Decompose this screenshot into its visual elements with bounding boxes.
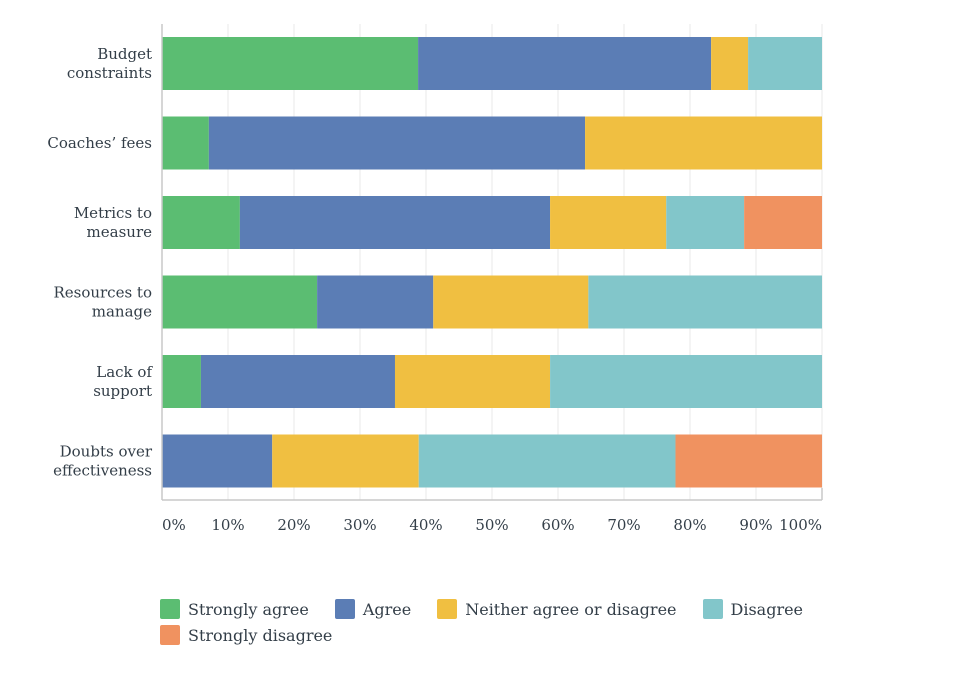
x-tick-label: 90% [739,516,772,534]
legend-swatch [437,599,458,619]
x-tick-label: 70% [607,516,640,534]
x-tick-label: 0% [162,516,186,534]
category-label-line: Doubts over [60,443,153,461]
bar-segment [394,355,551,408]
legend: Strongly agree Agree Neither agree or disa… [160,596,880,648]
bar-segment [162,116,209,170]
category-label-line: measure [87,223,153,241]
category-label-line: Resources to [53,284,152,302]
bar-segment [162,37,419,90]
legend-item: Disagree [702,596,804,622]
legend-swatch [160,625,180,645]
category-label-line: Coaches’ fees [47,134,152,152]
bar-segment [666,196,745,249]
category-label: Doubts over effectiveness [53,443,153,480]
bar-segment [162,196,240,249]
bar-segment [208,116,586,170]
bar-segment [748,37,822,90]
legend-label: Disagree [730,599,804,619]
legend-label: Neither agree or disagree [465,599,677,619]
gridlines [227,24,823,500]
category-label-line: Metrics to [74,204,152,222]
x-tick-label: 60% [541,516,574,534]
x-tick-label: 50% [475,516,508,534]
bar-segment [588,275,822,329]
category-label: Coaches’ fees [47,134,152,152]
x-tick-label: 20% [277,516,310,534]
legend-swatch [160,599,180,619]
bar-segment [711,37,749,90]
x-tick-label: 100% [779,516,822,534]
legend-item: Neither agree or disagree [437,596,677,622]
category-label: Lack of support [93,363,153,400]
legend-label: Strongly agree [188,599,309,619]
bar-segment [418,434,676,488]
x-tick-label: 40% [409,516,442,534]
category-labels: Budget constraints Coaches’ fees Metrics to… [47,45,153,480]
category-label-line: manage [92,303,152,321]
x-tick-label: 30% [343,516,376,534]
bar-segment [317,275,434,329]
bar-segment [418,37,712,90]
category-label-line: constraints [67,64,152,82]
bar-segment [550,355,822,408]
bar-segment [744,196,822,249]
legend-swatch [702,599,723,619]
category-label: Budget constraints [67,45,152,82]
category-label-line: Budget [97,45,152,63]
category-label-line: effectiveness [53,462,152,480]
bar-segment [162,355,201,408]
stacked-bar-chart: Budget constraints Coaches’ fees Metrics to… [47,24,823,534]
x-tick-labels: 0% 10% 20% 30% 40% 50% 60% 70% 80% 90% 100% [162,516,822,534]
category-label: Metrics to measure [74,204,152,241]
legend-label: Strongly disagree [188,625,333,645]
bar-segment [675,434,822,488]
bar-segment [200,355,395,408]
bar-segment [162,434,273,488]
category-label: Resources to manage [53,284,152,321]
legend-item: Agree [334,596,412,622]
legend-label: Agree [362,599,412,619]
bar-segment [272,434,419,488]
legend-item: Strongly disagree [160,622,332,648]
bar-segment [550,196,667,249]
legend-item: Strongly agree [160,596,309,622]
bar-segment [585,116,822,170]
category-label-line: Lack of [96,363,153,381]
bar-segment [239,196,551,249]
bar-segment [433,275,589,329]
bar-segment [162,275,318,329]
x-tick-label: 80% [673,516,706,534]
bars [162,37,822,488]
category-label-line: support [93,382,152,400]
axes [161,24,823,501]
x-tick-label: 10% [211,516,244,534]
legend-swatch [334,599,355,619]
